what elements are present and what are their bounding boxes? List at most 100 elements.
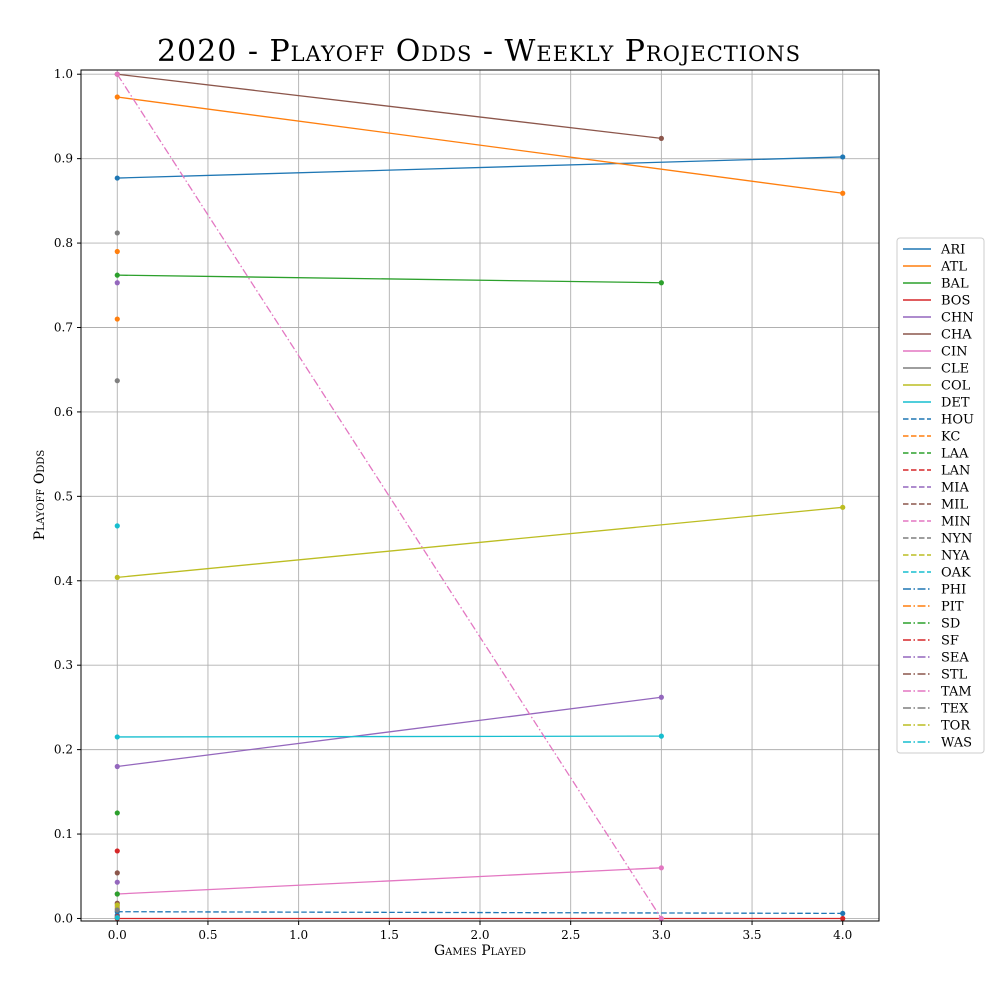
data-point-mia [114, 879, 120, 885]
legend-label: STL [941, 668, 968, 683]
legend-item-mil: MIL [903, 498, 968, 513]
data-point-sd [114, 891, 120, 897]
series-atl [114, 94, 846, 196]
legend-label: CLE [941, 362, 969, 377]
legend-label: CHN [941, 311, 974, 326]
series-sd [114, 891, 120, 897]
data-point-cha [658, 135, 664, 141]
x-tick-label: 4.0 [833, 928, 852, 942]
legend-label: LAN [941, 464, 970, 479]
legend-label: PIT [941, 600, 964, 615]
legend-item-pit: PIT [903, 600, 964, 615]
legend-item-phi: PHI [903, 583, 966, 598]
data-point-col [114, 574, 120, 580]
legend-item-hou: HOU [903, 413, 974, 428]
legend-item-sf: SF [903, 634, 959, 649]
series-line-det [117, 735, 662, 738]
legend-item-lan: LAN [903, 464, 970, 479]
legend-label: MIN [941, 515, 971, 530]
series-tex [114, 907, 120, 913]
legend-item-mia: MIA [903, 481, 969, 496]
legend-item-cha: CHA [903, 328, 972, 343]
series-line-cha [117, 73, 662, 140]
y-axis-label: Playoff Odds [32, 450, 48, 541]
legend-label: TAM [941, 685, 972, 700]
series-lan [114, 848, 120, 854]
series-was [114, 915, 120, 921]
legend-label: WAS [941, 736, 972, 751]
legend-item-cle: CLE [903, 362, 969, 377]
series-line-col [117, 506, 843, 579]
series-kc [114, 316, 120, 322]
data-point-pit [114, 248, 120, 255]
legend-label: CHA [941, 328, 972, 343]
data-point-kc [114, 316, 120, 322]
y-tick-label: 0.7 [54, 320, 73, 334]
legend-label: MIL [941, 498, 968, 513]
y-tick-label: 0.4 [54, 574, 73, 588]
x-tick-label: 1.0 [289, 928, 308, 942]
data-point-laa [114, 810, 120, 816]
y-tick-label: 0.0 [54, 911, 73, 925]
legend-label: BAL [941, 277, 969, 292]
legend-item-sd: SD [903, 617, 960, 632]
series-line-hou [117, 911, 843, 915]
legend-item-was: WAS [903, 736, 972, 751]
legend-label: LAA [941, 447, 969, 462]
series-ari [114, 154, 846, 181]
series-mil [114, 870, 120, 876]
legend-item-min: MIN [903, 515, 971, 530]
data-point-ari [840, 154, 846, 160]
legend-item-ari: ARI [903, 243, 965, 258]
y-tick-label: 0.6 [54, 405, 73, 419]
data-point-chn [114, 763, 120, 770]
legend-label: SF [941, 634, 959, 649]
series-line-cin [117, 867, 662, 895]
tick-layer: 0.0 0.5 1.0 1.5 2.0 2.5 3.0 3.5 4.0 0.0 0.1 0.2 0.3 0… [54, 67, 852, 942]
legend-items: ARI ATL BAL BOS CHN CHA CIN CLE COL DET HOU KC LAA LA… [903, 243, 974, 751]
data-point-nyn [114, 230, 120, 236]
series-line-atl [117, 96, 843, 194]
x-tick-label: 0.0 [108, 928, 127, 942]
data-point-oak [114, 523, 120, 529]
legend-label: ARI [940, 243, 965, 258]
y-tick-label: 0.8 [54, 236, 73, 250]
data-point-ari [114, 175, 120, 181]
legend-label: NYN [941, 532, 972, 547]
data-point-mil [114, 870, 120, 876]
data-point-lan [114, 848, 120, 854]
series-tam [114, 71, 664, 922]
legend-item-bos: BOS [903, 294, 970, 309]
x-axis-label: Games Played [434, 943, 526, 959]
legend-item-sea: SEA [903, 651, 969, 666]
x-tick-label: 3.0 [652, 928, 671, 942]
legend-label: SEA [941, 651, 969, 666]
legend-label: TEX [941, 702, 969, 717]
legend-item-cin: CIN [903, 345, 967, 360]
series-layer [114, 71, 846, 922]
series-chn [114, 694, 664, 770]
legend-label: NYA [941, 549, 970, 564]
legend-item-chn: CHN [903, 311, 974, 326]
series-det [114, 733, 664, 740]
legend-item-kc: KC [903, 430, 960, 445]
data-point-tam [114, 71, 120, 77]
y-tick-label: 0.2 [54, 743, 73, 757]
series-laa [114, 810, 120, 816]
legend-label: BOS [941, 294, 970, 309]
y-tick-label: 0.5 [54, 489, 73, 503]
legend-label: PHI [941, 583, 966, 598]
x-tick-label: 3.5 [742, 928, 761, 942]
legend-label: ATL [940, 260, 967, 275]
legend-item-nya: NYA [903, 549, 970, 564]
legend-label: TOR [941, 719, 971, 734]
series-tor [114, 902, 120, 908]
x-tick-label: 1.5 [380, 928, 399, 942]
series-mia [114, 879, 120, 885]
x-tick-label: 2.5 [561, 928, 580, 942]
series-line-tam [116, 73, 662, 919]
chart-title: 2020 - Playoff Odds - Weekly Projections [157, 34, 801, 69]
series-oak [114, 523, 120, 529]
legend-item-stl: STL [903, 668, 968, 683]
legend: ARI ATL BAL BOS CHN CHA CIN CLE COL DET HOU KC LAA LA… [896, 237, 985, 754]
